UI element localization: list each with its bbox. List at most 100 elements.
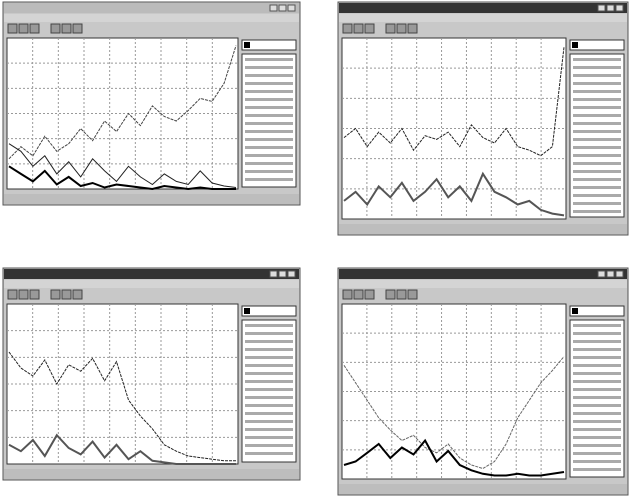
toolbar-button[interactable]: [365, 290, 374, 299]
toolbar-button[interactable]: [397, 290, 406, 299]
value-list-row: [573, 146, 621, 149]
value-list-row: [573, 74, 621, 77]
value-list-row: [573, 332, 621, 335]
toolbar-button[interactable]: [343, 290, 352, 299]
value-list-row: [245, 146, 293, 149]
series-dropdown[interactable]: [242, 306, 296, 316]
toolbar-button[interactable]: [19, 290, 28, 299]
toolbar-button[interactable]: [386, 24, 395, 33]
value-list-row: [573, 444, 621, 447]
status-bar: [4, 194, 299, 204]
value-list-row: [573, 324, 621, 327]
value-list-row: [245, 138, 293, 141]
value-list-row: [245, 380, 293, 383]
value-list-row: [573, 202, 621, 205]
toolbar-button[interactable]: [73, 290, 82, 299]
toolbar-button[interactable]: [408, 24, 417, 33]
toolbar-button[interactable]: [354, 24, 363, 33]
title-bar: [4, 269, 299, 279]
value-list-row: [573, 122, 621, 125]
color-swatch: [244, 308, 250, 314]
title-bar: [4, 3, 299, 13]
value-list-row: [245, 178, 293, 181]
value-list-row: [245, 348, 293, 351]
value-list-row: [245, 66, 293, 69]
toolbar-button[interactable]: [51, 290, 60, 299]
toolbar-button[interactable]: [408, 290, 417, 299]
toolbar-button[interactable]: [397, 24, 406, 33]
toolbar-button[interactable]: [19, 24, 28, 33]
value-list-row: [573, 162, 621, 165]
value-list-row: [573, 178, 621, 181]
app-window: [338, 268, 628, 495]
title-bar: [339, 269, 627, 279]
value-list-row: [245, 98, 293, 101]
window-button[interactable]: [607, 5, 614, 11]
toolbar-button[interactable]: [51, 24, 60, 33]
window-button[interactable]: [288, 271, 295, 277]
menu-bar: [4, 280, 299, 288]
value-list-row: [245, 324, 293, 327]
value-list-row: [573, 420, 621, 423]
menu-bar: [4, 14, 299, 22]
series-dropdown[interactable]: [242, 40, 296, 50]
color-swatch: [572, 42, 578, 48]
value-list-row: [573, 364, 621, 367]
value-list-row: [245, 396, 293, 399]
value-list-row: [573, 388, 621, 391]
value-list-row: [573, 340, 621, 343]
color-swatch: [572, 308, 578, 314]
value-list: [242, 54, 296, 187]
value-list-row: [245, 404, 293, 407]
value-list-row: [245, 372, 293, 375]
toolbar-button[interactable]: [8, 24, 17, 33]
window-button[interactable]: [279, 5, 286, 11]
window-button[interactable]: [607, 271, 614, 277]
value-list-row: [245, 412, 293, 415]
toolbar-button[interactable]: [386, 290, 395, 299]
value-list-row: [245, 452, 293, 455]
value-list-row: [245, 106, 293, 109]
toolbar-button[interactable]: [365, 24, 374, 33]
value-list-row: [573, 210, 621, 213]
value-list-row: [573, 90, 621, 93]
window-button[interactable]: [270, 271, 277, 277]
value-list-row: [573, 452, 621, 455]
value-list-row: [573, 348, 621, 351]
value-list-row: [245, 154, 293, 157]
value-list-row: [573, 372, 621, 375]
series-dropdown[interactable]: [570, 306, 624, 316]
window-button[interactable]: [616, 5, 623, 11]
toolbar-button[interactable]: [354, 290, 363, 299]
window-button[interactable]: [270, 5, 277, 11]
value-list-row: [573, 114, 621, 117]
value-list-row: [245, 356, 293, 359]
toolbar-button[interactable]: [73, 24, 82, 33]
value-list-row: [573, 412, 621, 415]
series-dropdown[interactable]: [570, 40, 624, 50]
window-button[interactable]: [616, 271, 623, 277]
value-list-row: [573, 170, 621, 173]
value-list-row: [573, 356, 621, 359]
screenshot-collage: [0, 0, 633, 499]
toolbar-button[interactable]: [343, 24, 352, 33]
value-list-row: [245, 420, 293, 423]
window-button[interactable]: [279, 271, 286, 277]
value-list-row: [573, 460, 621, 463]
value-list-row: [573, 436, 621, 439]
value-list-row: [573, 186, 621, 189]
toolbar-button[interactable]: [62, 290, 71, 299]
toolbar-button[interactable]: [8, 290, 17, 299]
value-list-row: [573, 468, 621, 471]
toolbar-button[interactable]: [30, 24, 39, 33]
value-list: [570, 54, 624, 217]
toolbar-button[interactable]: [62, 24, 71, 33]
value-list-row: [245, 170, 293, 173]
window-button[interactable]: [598, 271, 605, 277]
window-button[interactable]: [598, 5, 605, 11]
window-button[interactable]: [288, 5, 295, 11]
value-list-row: [573, 138, 621, 141]
value-list-row: [245, 130, 293, 133]
toolbar-button[interactable]: [30, 290, 39, 299]
status-bar: [4, 469, 299, 479]
